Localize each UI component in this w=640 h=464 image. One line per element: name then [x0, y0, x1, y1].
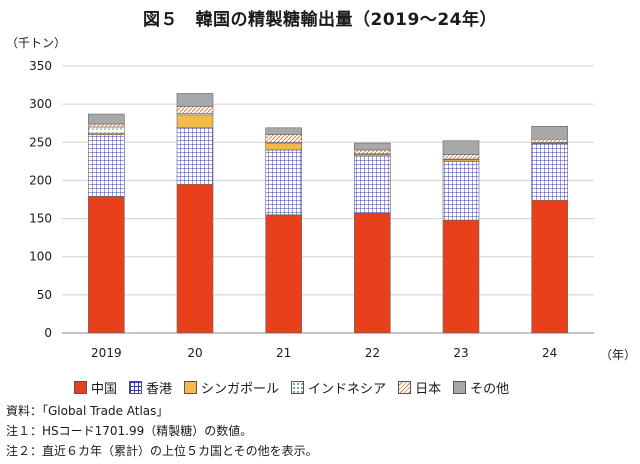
bar-chart: 0 50 100 150 200 250 300 350 2019 20 21 22 23 24: [29, 59, 594, 360]
legend-item-indonesia: インドネシア: [291, 378, 386, 397]
legend-item-singapore: シンガポール: [184, 378, 279, 397]
bar-segment-その他-2019: [88, 113, 125, 125]
y-tick-label: 100: [29, 250, 52, 264]
x-tick-label: 24: [542, 346, 557, 360]
y-tick-label: 50: [37, 288, 52, 302]
source-notes: 資料：「Global Trade Atlas」 注１：HSコード1701.99（…: [6, 401, 318, 461]
y-tick-label: 200: [29, 173, 52, 187]
legend-item-china: 中国: [74, 378, 117, 397]
legend-item-hongkong: 香港: [129, 378, 172, 397]
legend-label: インドネシア: [308, 382, 387, 397]
x-tick-label: 22: [365, 346, 380, 360]
bar-segment-日本-2019: [88, 123, 125, 128]
note-source: 資料：「Global Trade Atlas」: [6, 404, 169, 418]
x-tick-labels: 2019 20 21 22 23 24: [91, 346, 557, 360]
bar-segment-中国-2019: [88, 196, 125, 334]
bar-segment-日本-23: [442, 154, 480, 160]
bar-segment-日本-22: [354, 149, 391, 155]
bar-segment-香港-24: [531, 143, 568, 201]
y-axis-unit: （千トン）: [6, 36, 67, 50]
bar-segment-香港-2019: [88, 134, 125, 197]
y-tick-label: 300: [29, 97, 52, 111]
legend-swatch-singapore: [184, 381, 198, 394]
bar-segment-香港-23: [442, 161, 480, 221]
legend-swatch-others: [453, 381, 467, 394]
bar-segment-中国-21: [265, 214, 302, 334]
bar-segment-日本-24: [531, 138, 568, 143]
legend-label: 中国: [91, 382, 118, 397]
bar-segment-香港-20: [176, 127, 214, 185]
bar-segment-日本-21: [265, 134, 302, 143]
x-tick-label: 23: [453, 346, 468, 360]
x-tick-label: 20: [187, 346, 202, 360]
legend-label: その他: [470, 382, 510, 397]
bar-segment-香港-22: [354, 155, 391, 214]
legend-label: シンガポール: [201, 382, 280, 397]
bar-segment-中国-22: [354, 212, 391, 334]
bars: [88, 93, 568, 334]
note-1: 注１：HSコード1701.99（精製糖）の数値。: [6, 424, 253, 438]
legend-swatch-indonesia: [291, 381, 305, 394]
bar-segment-香港-21: [265, 149, 302, 216]
note-2: 注２：直近６カ年（累計）の上位５カ国とその他を表示。: [6, 444, 318, 458]
y-tick-label: 350: [29, 59, 52, 73]
legend-label: 日本: [415, 382, 442, 397]
legend-item-japan: 日本: [398, 378, 441, 397]
y-tick-label: 0: [44, 326, 52, 340]
bar-segment-日本-20: [176, 106, 214, 114]
legend-item-others: その他: [453, 378, 509, 397]
chart-title: 図５ 韓国の精製糖輸出量（2019～24年）: [143, 10, 497, 30]
bar-segment-その他-20: [176, 93, 214, 107]
bar-segment-シンガポール-20: [176, 114, 214, 129]
bar-segment-中国-24: [531, 199, 568, 334]
y-tick-label: 150: [29, 212, 52, 226]
x-tick-label: 21: [276, 346, 291, 360]
legend-swatch-japan: [398, 381, 412, 394]
legend-label: 香港: [146, 382, 173, 397]
y-tick-labels: 0 50 100 150 200 250 300 350: [29, 59, 52, 340]
bar-segment-シンガポール-21: [265, 142, 302, 151]
legend-swatch-hongkong: [129, 381, 143, 394]
bar-segment-中国-20: [176, 183, 214, 334]
bar-segment-その他-24: [531, 125, 568, 140]
bar-segment-その他-21: [265, 127, 302, 135]
legend: 中国 香港 シンガポール インドネシア 日本 その他: [74, 378, 509, 397]
bar-segment-その他-23: [442, 140, 480, 155]
bar-segment-その他-22: [354, 142, 391, 151]
bar-segment-中国-23: [442, 219, 480, 334]
y-tick-label: 250: [29, 135, 52, 149]
bar-segment-インドネシア-2019: [88, 126, 125, 134]
x-tick-label: 2019: [91, 346, 122, 360]
x-axis-unit: （年）: [600, 348, 637, 362]
legend-swatch-china: [74, 381, 87, 394]
gridlines: [62, 65, 594, 334]
